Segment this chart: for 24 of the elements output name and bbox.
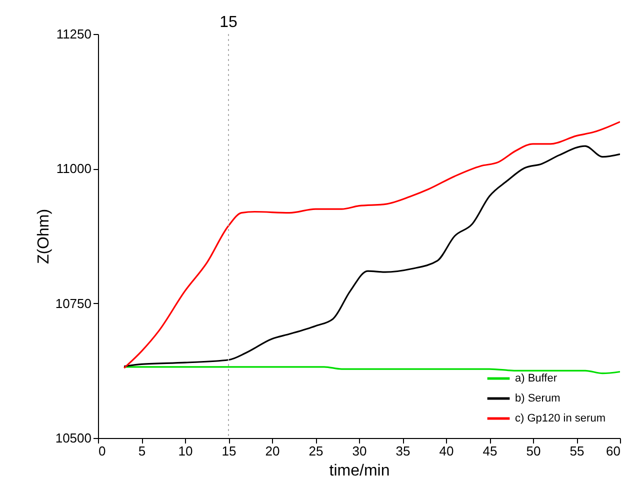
x-tick-label: 35 <box>396 444 410 458</box>
x-tick-label: 55 <box>570 444 584 458</box>
x-tick-label: 25 <box>308 444 324 458</box>
x-tick-label: 5 <box>138 444 146 458</box>
line-series <box>123 366 620 374</box>
legend-label: a) Buffer <box>515 372 558 384</box>
legend-label: c) Gp120 in serum <box>515 412 606 424</box>
y-axis-title: Z(Ohm) <box>35 208 52 264</box>
x-tick-label: 50 <box>526 444 541 458</box>
x-tick-label: 20 <box>265 444 280 458</box>
x-axis-title: time/min <box>329 462 390 480</box>
x-tick-label: 60 <box>606 444 620 458</box>
y-tick-label: 11000 <box>56 161 92 176</box>
x-tick-label: 10 <box>178 444 193 458</box>
y-tick-label: 10500 <box>55 430 92 446</box>
x-tick-label: 40 <box>439 444 454 458</box>
ref-line-label: 15 <box>220 14 238 31</box>
x-tick-label: 15 <box>222 444 236 458</box>
y-tick-label: 11250 <box>56 26 92 42</box>
x-tick-label: 0 <box>98 444 106 458</box>
x-tick-label: 45 <box>482 444 498 458</box>
x-tick-label: 30 <box>352 444 367 458</box>
y-tick-label: 10750 <box>55 296 92 311</box>
legend-label: b) Serum <box>515 392 560 404</box>
